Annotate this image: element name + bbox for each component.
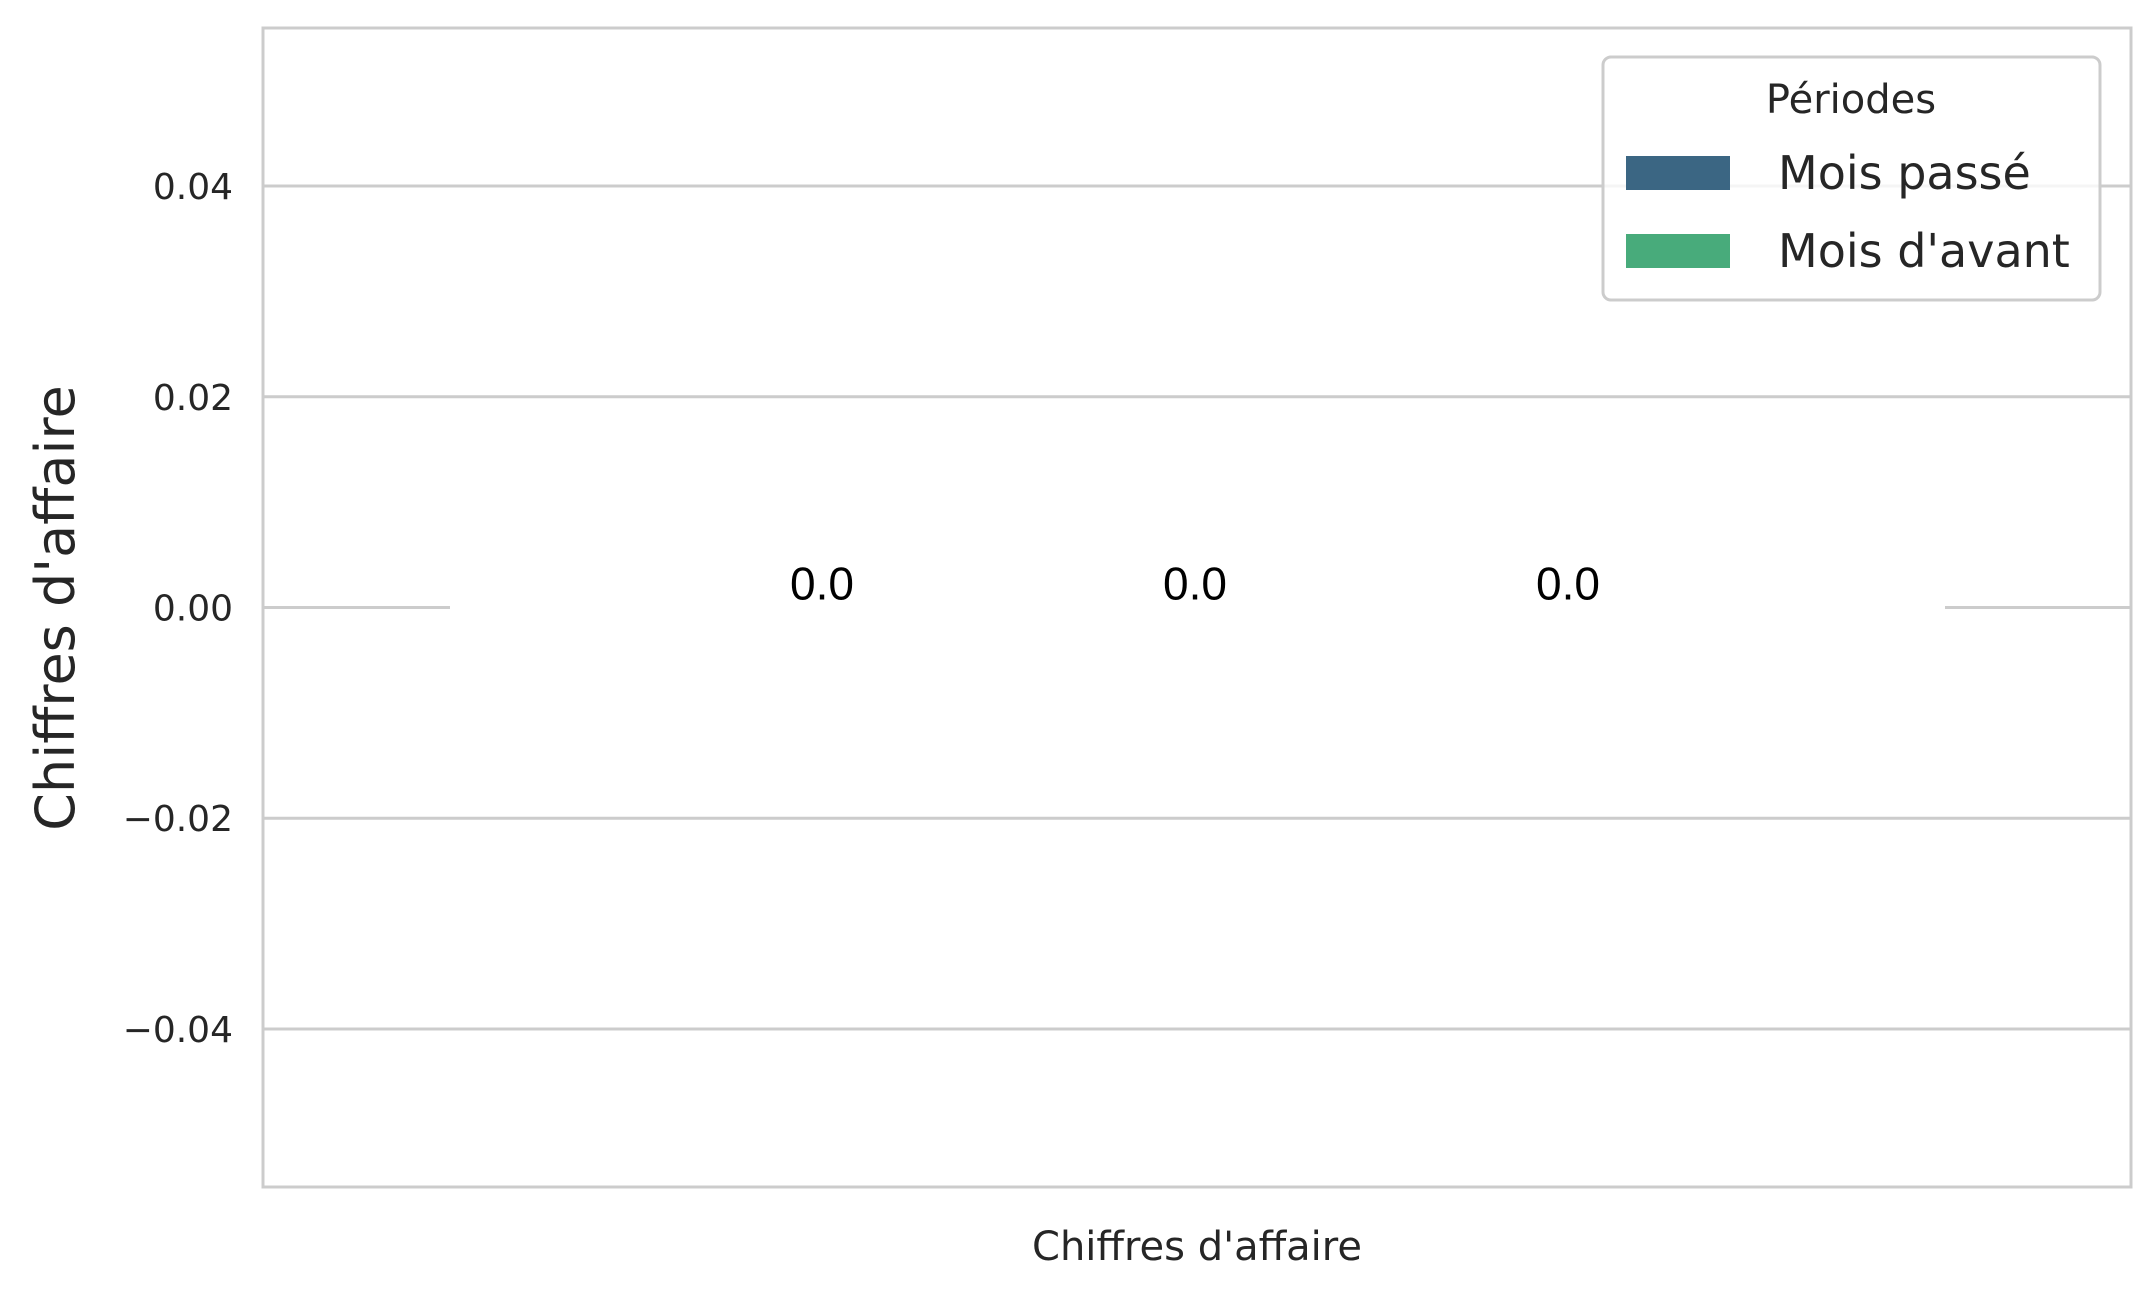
x-axis-title: Chiffres d'affaire bbox=[1032, 1224, 1362, 1270]
y-tick-label: −0.02 bbox=[123, 799, 233, 840]
y-tick-label: 0.02 bbox=[153, 378, 233, 419]
legend-swatch bbox=[1626, 156, 1730, 190]
y-tick-label: −0.04 bbox=[123, 1010, 233, 1051]
legend-title: Périodes bbox=[1766, 77, 1936, 123]
y-tick-label: 0.00 bbox=[153, 589, 233, 630]
y-tick-label: 0.04 bbox=[153, 167, 233, 208]
data-label: 0.0 bbox=[790, 558, 854, 610]
plot-frame bbox=[261, 26, 2133, 1189]
legend-swatch bbox=[1626, 234, 1730, 268]
data-label: 0.0 bbox=[1163, 558, 1227, 610]
data-labels: 0.0 0.0 0.0 bbox=[790, 558, 1600, 610]
legend: Périodes Mois passé Mois d'avant bbox=[1601, 55, 2102, 302]
legend-entries: Mois passé Mois d'avant bbox=[1626, 146, 2070, 278]
legend-label: Mois passé bbox=[1778, 146, 2031, 200]
y-axis-title: Chiffres d'affaire bbox=[24, 385, 87, 830]
y-axis-ticks: −0.04 −0.02 0.00 0.02 0.04 bbox=[123, 167, 233, 1051]
legend-label: Mois d'avant bbox=[1778, 224, 2070, 278]
data-label: 0.0 bbox=[1536, 558, 1600, 610]
